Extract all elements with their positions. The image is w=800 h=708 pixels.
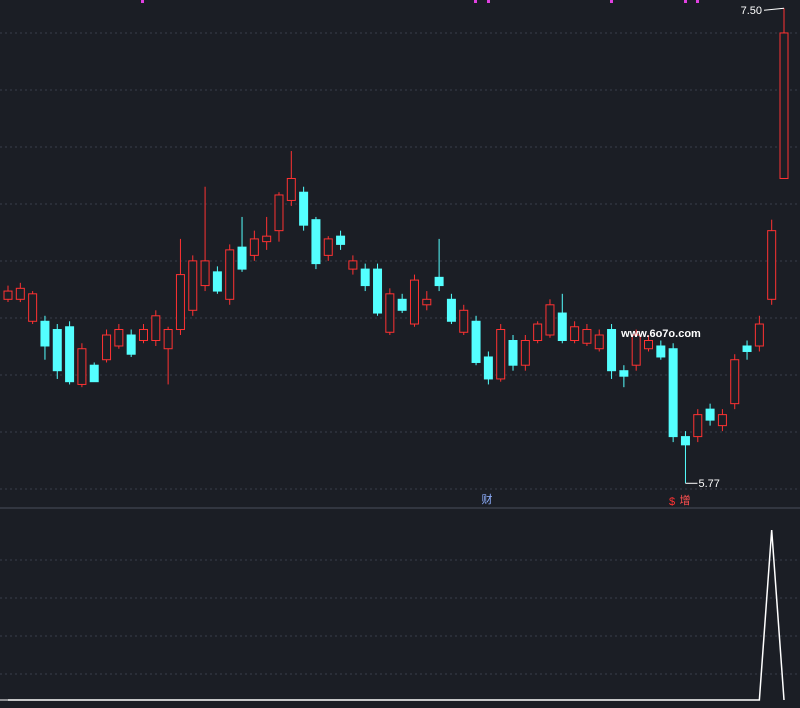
candle-body <box>705 408 715 421</box>
candle-body <box>779 32 789 179</box>
candle-body <box>680 436 690 446</box>
candle-body <box>299 191 309 226</box>
candle-body <box>249 238 259 256</box>
candle-body <box>471 320 481 363</box>
candle-body <box>582 329 592 344</box>
candle-body <box>397 298 407 311</box>
candle-body <box>311 219 321 265</box>
candle-body <box>434 276 444 287</box>
annotation-label: 5.77 <box>698 478 719 490</box>
candle-body <box>717 414 727 427</box>
watermark: www.6o7o.com <box>620 328 701 340</box>
candle-body <box>557 312 567 341</box>
candle-body <box>15 287 25 300</box>
candle-body <box>348 260 358 270</box>
candle-body <box>89 364 99 383</box>
candle-body <box>508 339 518 366</box>
candle-body <box>373 268 383 314</box>
candle-body <box>286 177 296 201</box>
candle-body <box>545 304 555 336</box>
candle-body <box>409 279 419 325</box>
candle-body <box>742 345 752 352</box>
signal-dot <box>474 0 477 3</box>
annotation-arrow <box>763 7 785 11</box>
candle-body <box>274 194 284 232</box>
candle-body <box>533 323 543 341</box>
annotation-label: 7.50 <box>741 5 762 17</box>
candle-body <box>212 271 222 292</box>
candle-body <box>188 260 198 311</box>
candle-body <box>594 334 604 350</box>
indicator-line <box>8 529 785 701</box>
signal-dot <box>610 0 613 3</box>
event-label: 增 <box>680 493 691 507</box>
candle-body <box>693 414 703 438</box>
candle-body <box>40 320 50 347</box>
candle-body <box>767 230 777 300</box>
candle-body <box>631 334 641 366</box>
candle-body <box>668 348 678 438</box>
candle-body <box>336 235 346 245</box>
candle-body <box>138 329 148 341</box>
candle-body <box>77 348 87 385</box>
signal-dot <box>487 0 490 3</box>
candle-body <box>644 339 654 350</box>
candle-body <box>225 249 235 300</box>
signal-dot <box>684 0 687 3</box>
event-label: 财 <box>482 492 493 506</box>
candle-body <box>754 323 764 347</box>
candle-body <box>607 329 617 372</box>
candle-body <box>520 339 530 366</box>
candle-body <box>126 334 136 355</box>
candle-body <box>422 298 432 306</box>
candle-body <box>730 359 740 405</box>
candle-body <box>385 293 395 333</box>
candle-body <box>3 290 13 300</box>
candle-body <box>570 326 580 341</box>
candle-body <box>175 274 185 331</box>
candle-body <box>360 268 370 287</box>
candle-body <box>65 326 75 383</box>
candle-body <box>151 315 161 341</box>
candle-body <box>52 329 62 372</box>
candle-body <box>163 329 173 350</box>
candle-body <box>114 329 124 347</box>
candle-body <box>656 345 666 358</box>
candle-body <box>483 356 493 380</box>
candle-body <box>262 235 272 243</box>
candle-body <box>619 370 629 377</box>
candle-body <box>459 309 469 333</box>
candle-body <box>323 238 333 256</box>
candle-body <box>200 260 210 287</box>
event-label: $ <box>669 496 675 508</box>
candle-body <box>28 293 38 322</box>
candle-body <box>446 298 456 322</box>
signal-dot <box>141 0 144 3</box>
candle-body <box>102 334 112 361</box>
candle-body <box>237 246 247 270</box>
signal-dots <box>141 0 699 3</box>
candle-body <box>496 329 506 380</box>
signal-dot <box>696 0 699 3</box>
